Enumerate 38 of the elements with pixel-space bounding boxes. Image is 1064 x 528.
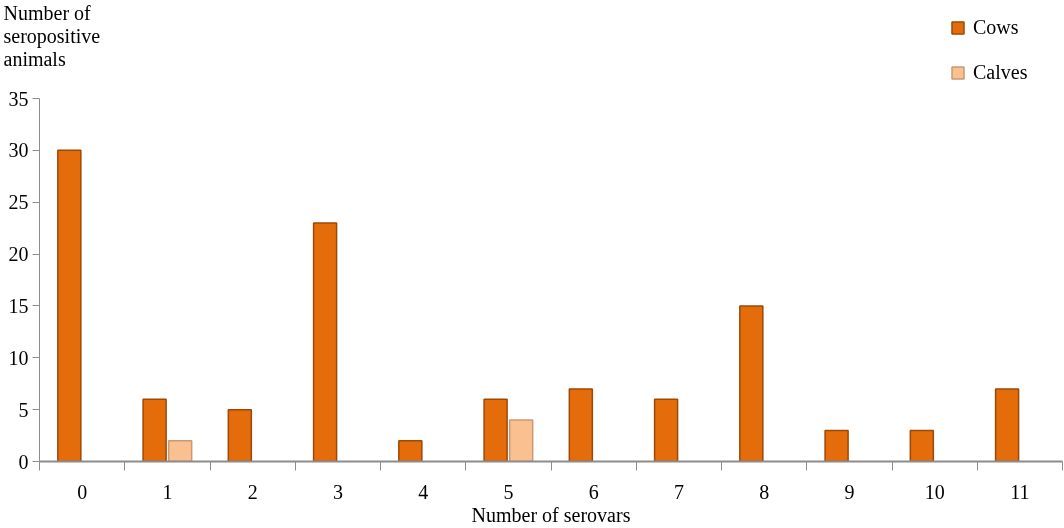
bar	[483, 398, 508, 462]
bar	[653, 398, 679, 462]
y-tick-label: 20	[8, 243, 29, 266]
x-tick-label: 1	[162, 480, 173, 503]
legend-label: Calves	[973, 61, 1028, 84]
x-tick-label: 4	[418, 480, 429, 503]
bar	[167, 440, 193, 462]
bar	[994, 388, 1020, 462]
y-axis-title: Number of seropositive animals	[3, 1, 101, 70]
y-tick-label: 30	[8, 139, 29, 162]
x-tick-label: 8	[759, 480, 770, 503]
bar	[398, 440, 423, 462]
y-tick-label: 5	[18, 398, 29, 421]
x-tick-label: 10	[924, 480, 945, 503]
x-tick-label: 0	[77, 480, 88, 503]
x-tick-label: 7	[673, 480, 684, 503]
bar	[909, 429, 935, 462]
x-tick-label: 11	[1010, 480, 1030, 503]
bar	[227, 408, 253, 462]
x-tick-label: 5	[503, 480, 514, 503]
y-tick-label: 35	[8, 87, 29, 110]
x-axis-title: Number of serovars	[471, 503, 631, 526]
bar	[568, 388, 594, 462]
x-tick-label: 3	[332, 480, 343, 503]
bar	[739, 305, 764, 462]
x-tick-label: 2	[247, 480, 258, 503]
bar	[312, 222, 338, 462]
y-tick-label: 0	[18, 450, 29, 473]
x-tick-label: 6	[588, 480, 599, 503]
bar	[57, 149, 82, 462]
x-tick-label: 9	[844, 480, 855, 503]
y-tick-label: 25	[8, 191, 29, 214]
bar	[142, 398, 167, 462]
bar	[508, 419, 534, 462]
y-tick-label: 15	[8, 294, 29, 317]
y-tick-label: 10	[8, 346, 29, 369]
legend-label: Cows	[973, 16, 1019, 39]
bar	[824, 429, 849, 462]
